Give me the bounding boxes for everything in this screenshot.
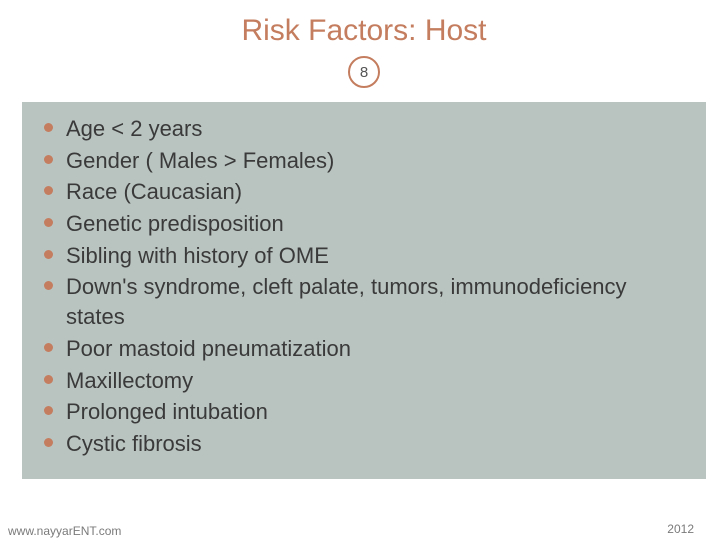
list-item-text: Age < 2 years — [66, 116, 202, 141]
list-item: Poor mastoid pneumatization — [40, 334, 688, 364]
list-item-text: Maxillectomy — [66, 368, 193, 393]
list-item: Down's syndrome, cleft palate, tumors, i… — [40, 272, 688, 331]
bullet-icon — [44, 375, 53, 384]
bullet-icon — [44, 218, 53, 227]
list-item-text: Gender ( Males > Females) — [66, 148, 334, 173]
list-item: Gender ( Males > Females) — [40, 146, 688, 176]
bullet-icon — [44, 406, 53, 415]
slide-title: Risk Factors: Host — [0, 0, 728, 48]
list-item-text: Genetic predisposition — [66, 211, 284, 236]
list-item-text: Prolonged intubation — [66, 399, 268, 424]
footer-right: 2012 — [667, 522, 694, 536]
list-item-text: Poor mastoid pneumatization — [66, 336, 351, 361]
bullet-list: Age < 2 years Gender ( Males > Females) Ra… — [40, 114, 688, 459]
footer-left: www.nayyarENT.com — [8, 524, 121, 538]
page-number-container: 8 — [0, 56, 728, 88]
bullet-icon — [44, 438, 53, 447]
list-item-text: Cystic fibrosis — [66, 431, 202, 456]
bullet-icon — [44, 186, 53, 195]
list-item: Age < 2 years — [40, 114, 688, 144]
list-item-text: Race (Caucasian) — [66, 179, 242, 204]
content-box: Age < 2 years Gender ( Males > Females) Ra… — [22, 102, 706, 479]
bullet-icon — [44, 343, 53, 352]
bullet-icon — [44, 281, 53, 290]
list-item: Cystic fibrosis — [40, 429, 688, 459]
list-item: Sibling with history of OME — [40, 241, 688, 271]
page-number-badge: 8 — [348, 56, 380, 88]
list-item: Prolonged intubation — [40, 397, 688, 427]
list-item-text: Sibling with history of OME — [66, 243, 329, 268]
bullet-icon — [44, 123, 53, 132]
slide: Risk Factors: Host 8 Age < 2 years Gender… — [0, 0, 728, 546]
list-item: Genetic predisposition — [40, 209, 688, 239]
list-item: Race (Caucasian) — [40, 177, 688, 207]
bullet-icon — [44, 155, 53, 164]
page-number: 8 — [360, 64, 368, 81]
list-item: Maxillectomy — [40, 366, 688, 396]
bullet-icon — [44, 250, 53, 259]
list-item-text: Down's syndrome, cleft palate, tumors, i… — [66, 274, 627, 329]
